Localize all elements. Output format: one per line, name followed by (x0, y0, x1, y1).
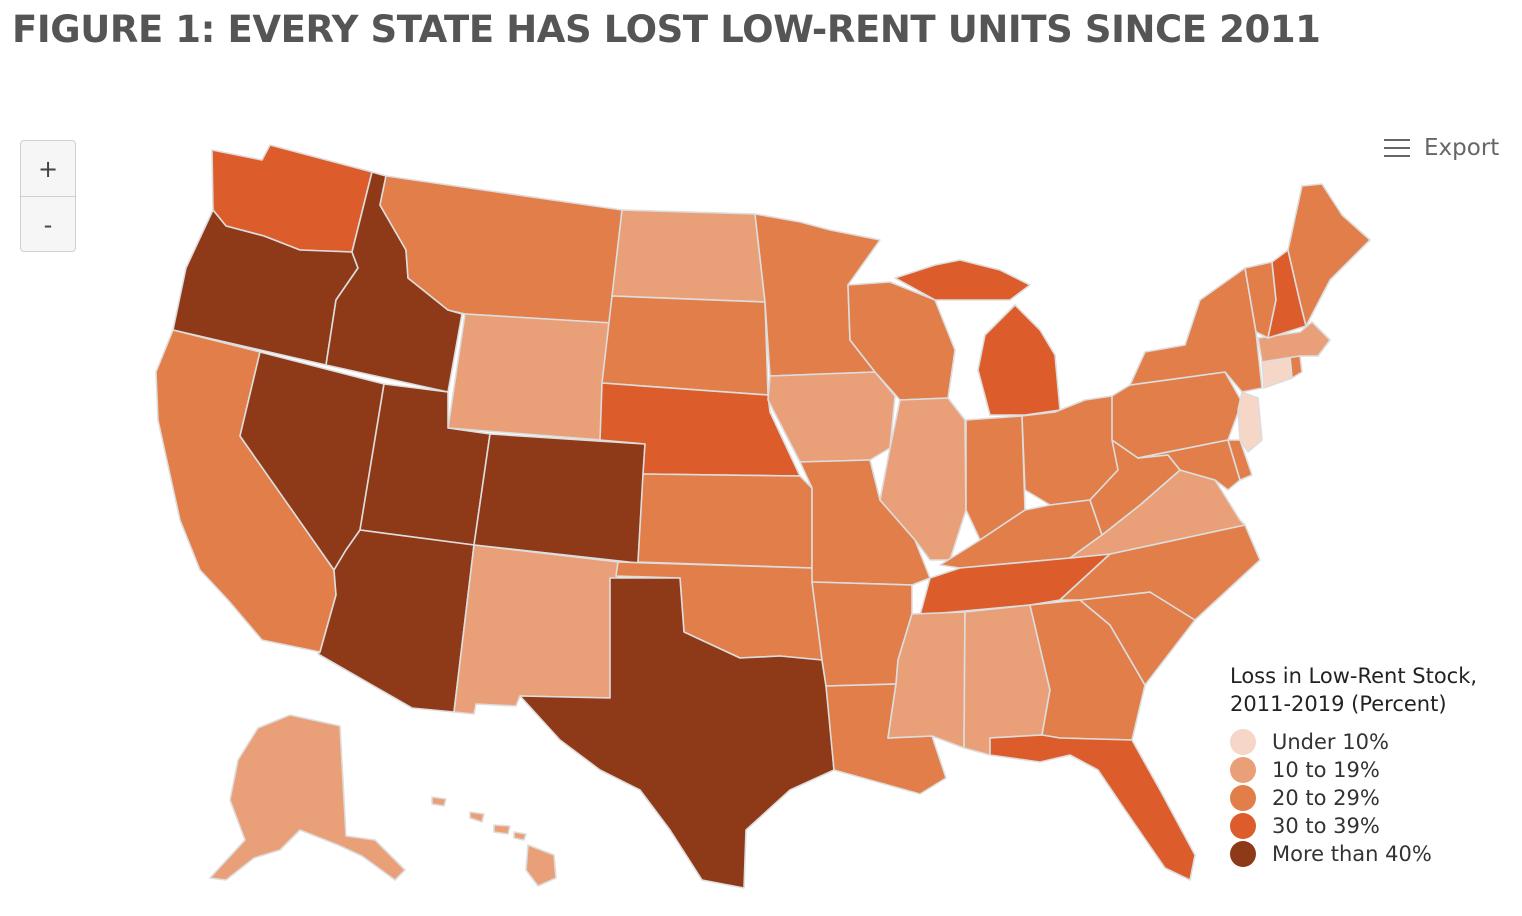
zoom-control: + - (20, 140, 76, 252)
state-WY[interactable] (447, 313, 613, 441)
legend-item[interactable]: Under 10% (1230, 728, 1477, 756)
legend-item[interactable]: 10 to 19% (1230, 756, 1477, 784)
state-NM[interactable] (453, 544, 619, 715)
state-SD[interactable] (601, 295, 769, 396)
state-MA[interactable] (1257, 321, 1331, 363)
legend-swatch-icon (1230, 813, 1256, 839)
state-TX[interactable] (519, 577, 835, 889)
legend-item[interactable]: 20 to 29% (1230, 784, 1477, 812)
legend-label: 10 to 19% (1272, 758, 1380, 782)
hamburger-menu-icon (1384, 139, 1410, 157)
state-FL[interactable] (989, 734, 1196, 881)
state-KS[interactable] (637, 473, 813, 569)
legend-title: Loss in Low-Rent Stock, 2011-2019 (Perce… (1230, 662, 1477, 718)
state-ND[interactable] (611, 209, 766, 303)
legend-label: 20 to 29% (1272, 786, 1380, 810)
export-button[interactable]: Export (1384, 135, 1499, 161)
state-NJ[interactable] (1237, 391, 1263, 453)
map-legend: Loss in Low-Rent Stock, 2011-2019 (Perce… (1230, 662, 1477, 868)
figure-title: FIGURE 1: EVERY STATE HAS LOST LOW-RENT … (12, 8, 1321, 51)
legend-title-line2: 2011-2019 (Percent) (1230, 692, 1447, 716)
legend-swatch-icon (1230, 757, 1256, 783)
legend-label: 30 to 39% (1272, 814, 1380, 838)
state-AK[interactable] (209, 714, 406, 881)
legend-label: More than 40% (1272, 842, 1432, 866)
zoom-out-button[interactable]: - (43, 210, 53, 239)
legend-title-line1: Loss in Low-Rent Stock, (1230, 664, 1478, 688)
legend-item[interactable]: More than 40% (1230, 840, 1477, 868)
state-ME[interactable] (1287, 183, 1371, 327)
legend-swatch-icon (1230, 729, 1256, 755)
state-RI[interactable] (1289, 355, 1303, 379)
legend-item[interactable]: 30 to 39% (1230, 812, 1477, 840)
state-CO[interactable] (473, 433, 646, 564)
state-DE[interactable] (1227, 439, 1253, 481)
legend-swatch-icon (1230, 841, 1256, 867)
state-IL[interactable] (879, 397, 967, 561)
state-HI[interactable] (431, 796, 557, 887)
legend-swatch-icon (1230, 785, 1256, 811)
zoom-in-button[interactable]: + (21, 141, 75, 197)
state-AZ[interactable] (317, 529, 475, 713)
legend-label: Under 10% (1272, 730, 1389, 754)
export-label: Export (1424, 135, 1500, 161)
state-NY[interactable] (1129, 267, 1263, 393)
